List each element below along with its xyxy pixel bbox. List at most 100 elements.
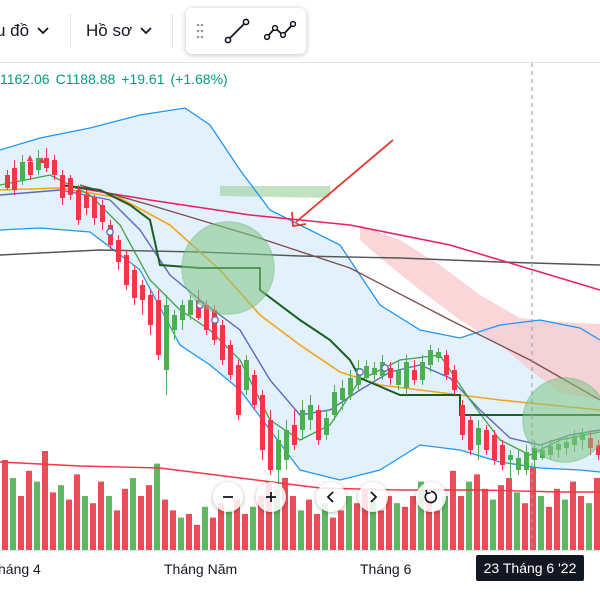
candle-body (348, 378, 353, 395)
scroll-left-button[interactable] (316, 482, 346, 512)
zoom-out-button[interactable] (213, 482, 243, 512)
volume-bar (106, 496, 112, 550)
volume-bar (482, 488, 488, 550)
volume-bar (506, 478, 512, 550)
drag-handle-icon[interactable] (196, 23, 204, 39)
candle-body (44, 158, 49, 168)
volume-bar (410, 496, 416, 550)
volume-bar (402, 506, 408, 550)
zoom-out-icon (223, 496, 233, 498)
volume-bar (290, 496, 296, 550)
volume-bar (122, 488, 128, 550)
toolbar-border (0, 62, 600, 63)
candle-body (196, 300, 201, 318)
reset-chart-button[interactable] (416, 482, 446, 512)
time-axis-label: háng 4 (0, 561, 41, 577)
volume-bar (490, 499, 496, 550)
volume-bar (178, 517, 184, 550)
candle-body (460, 405, 465, 435)
trend-line-icon[interactable] (224, 18, 250, 44)
zoom-in-icon (266, 492, 276, 502)
cloud-green (220, 186, 330, 198)
time-axis[interactable]: háng 4 Tháng Năm Tháng 6 23 Tháng 6 '22 (0, 550, 600, 601)
candle-body (516, 458, 521, 470)
candle-body (324, 418, 329, 435)
path-tool-icon[interactable] (264, 18, 296, 44)
volume-bar (82, 496, 88, 550)
change-value: +19.61 (121, 71, 165, 87)
volume-bars (2, 451, 600, 550)
ma-green-line (0, 174, 600, 456)
candle-body (428, 350, 433, 365)
low-value: 1162.06 (0, 71, 50, 87)
volume-bar (162, 499, 168, 550)
volume-bar (234, 499, 240, 550)
candle-body (484, 430, 489, 450)
volume-bar (378, 510, 384, 550)
crosshair-date-label: 23 Tháng 6 '22 (476, 555, 584, 581)
volume-bar (570, 481, 576, 550)
change-percent: (+1.68%) (170, 71, 228, 87)
price-chart[interactable] (0, 63, 600, 550)
volume-bar (114, 510, 120, 550)
volume-bar (442, 496, 448, 550)
candle-body (164, 305, 169, 370)
volume-bar (586, 503, 592, 550)
volume-bar (314, 514, 320, 550)
volume-bar (130, 478, 136, 550)
candle-body (308, 405, 313, 420)
candle-body (284, 430, 289, 460)
time-axis-label: Tháng Năm (164, 561, 238, 577)
candle-body (268, 420, 273, 470)
reset-icon (424, 489, 438, 504)
volume-bar (34, 481, 40, 550)
candle-body (140, 285, 145, 300)
volume-bar (98, 481, 104, 550)
toolbar-divider (70, 14, 71, 48)
volume-bar (466, 481, 472, 550)
volume-bar (434, 510, 440, 550)
volume-bar (26, 470, 32, 550)
drawing-tools-panel (186, 8, 306, 54)
candle-body (20, 162, 25, 180)
candle-body (524, 452, 529, 470)
zoom-in-button[interactable] (256, 482, 286, 512)
candle-body (124, 255, 129, 285)
candle-body (180, 305, 185, 320)
volume-bar (90, 503, 96, 550)
volume-bar (386, 496, 392, 550)
volume-bar (538, 496, 544, 550)
candle-body (436, 352, 441, 358)
signal-triangle (27, 155, 33, 161)
volume-bar (274, 488, 280, 550)
signal-marker (106, 228, 114, 236)
chevron-down-icon (140, 27, 152, 35)
candle-body (116, 240, 121, 262)
ma-long-line (0, 249, 600, 266)
candle-body (412, 370, 417, 380)
candle-body (356, 368, 361, 385)
annotation-arrow-line (295, 139, 394, 223)
volume-bar (226, 510, 232, 550)
chart-type-label: u đồ (0, 21, 30, 40)
volume-bar (50, 492, 56, 550)
cloud-red (360, 225, 600, 400)
candle-body (444, 355, 449, 375)
signal-marker (211, 316, 219, 324)
ma-orange-line (0, 187, 600, 411)
toolbar-divider (172, 14, 173, 48)
highlight-circle (522, 377, 600, 463)
volume-bar (202, 506, 208, 550)
chart-type-button[interactable]: u đồ (0, 16, 49, 46)
candle-body (204, 305, 209, 330)
volume-bar (474, 474, 480, 550)
profile-button[interactable]: Hồ sơ (86, 16, 152, 46)
volume-bar (266, 481, 272, 550)
ma-blue-line (0, 189, 600, 446)
candle-body (52, 160, 57, 175)
candle-body (12, 168, 17, 190)
scroll-right-button[interactable] (358, 482, 388, 512)
volume-bar (258, 496, 264, 550)
candle-body (404, 362, 409, 388)
candle-body (500, 445, 505, 465)
